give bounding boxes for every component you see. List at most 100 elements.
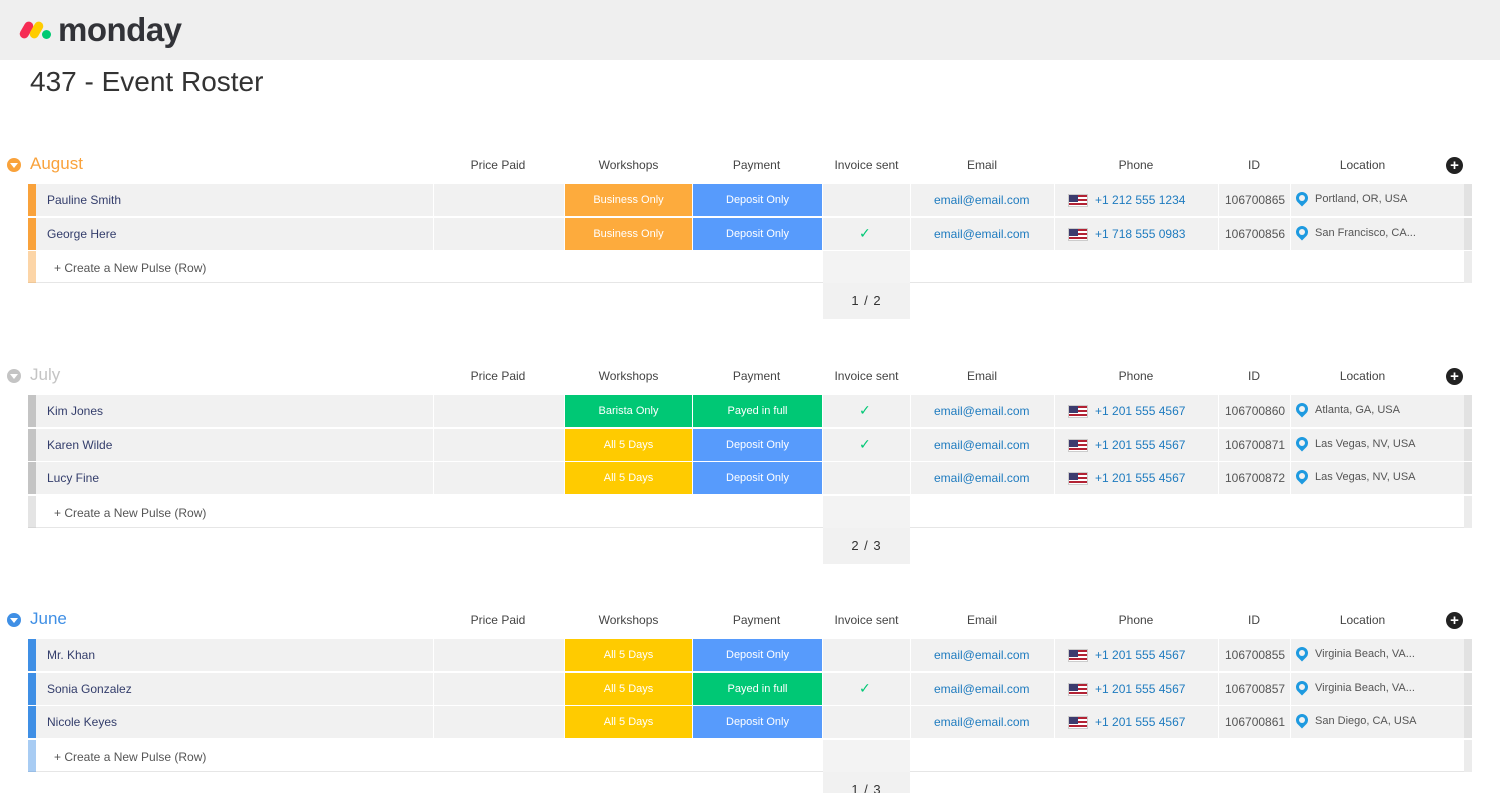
row-name[interactable]: Kim Jones <box>47 404 104 418</box>
location-text[interactable]: Atlanta, GA, USA <box>1315 404 1400 416</box>
chevron-down-icon[interactable] <box>7 158 21 172</box>
table-row[interactable]: Sonia Gonzalez All 5 Days Payed in full ✓ em… <box>28 672 1472 705</box>
table-row[interactable]: Pauline Smith Business Only Deposit Only em… <box>28 184 1472 216</box>
row-name[interactable]: Lucy Fine <box>47 471 100 485</box>
location-text[interactable]: Virginia Beach, VA... <box>1315 648 1415 660</box>
workshop-status[interactable]: All 5 Days <box>565 672 692 705</box>
column-header-phone[interactable]: Phone <box>1118 158 1154 172</box>
create-new-pulse-row[interactable]: + Create a New Pulse (Row) <box>28 495 1472 528</box>
phone-link[interactable]: +1 201 555 4567 <box>1095 681 1186 696</box>
payment-status[interactable]: Deposit Only <box>693 462 822 494</box>
location-text[interactable]: Portland, OR, USA <box>1315 193 1408 205</box>
email-link[interactable]: email@email.com <box>934 404 1030 418</box>
add-column-icon[interactable]: + <box>1446 157 1463 174</box>
workshop-status[interactable]: All 5 Days <box>565 428 692 461</box>
location-text[interactable]: Las Vegas, NV, USA <box>1315 437 1416 450</box>
column-header-payment[interactable]: Payment <box>732 613 781 627</box>
check-icon[interactable]: ✓ <box>859 435 871 452</box>
group-title[interactable]: August <box>30 154 83 173</box>
column-header-location[interactable]: Location <box>1339 613 1386 627</box>
table-row[interactable]: Kim Jones Barista Only Payed in full ✓ email… <box>28 395 1472 427</box>
create-new-pulse-label[interactable]: + Create a New Pulse (Row) <box>54 749 207 764</box>
payment-status[interactable]: Payed in full <box>693 395 822 427</box>
location-text[interactable]: San Francisco, CA... <box>1315 226 1416 239</box>
row-name[interactable]: Karen Wilde <box>47 437 113 452</box>
column-header-email[interactable]: Email <box>966 613 997 627</box>
workshop-status[interactable]: Business Only <box>565 184 692 216</box>
column-header-workshops[interactable]: Workshops <box>598 613 659 627</box>
row-name[interactable]: Nicole Keyes <box>47 715 118 729</box>
create-new-pulse-row[interactable]: + Create a New Pulse (Row) <box>28 251 1472 283</box>
column-header-phone[interactable]: Phone <box>1118 613 1154 627</box>
add-column-icon[interactable]: + <box>1446 368 1463 385</box>
payment-status[interactable]: Deposit Only <box>693 428 822 461</box>
workshop-status[interactable]: All 5 Days <box>565 706 692 738</box>
column-header-payment[interactable]: Payment <box>732 158 781 172</box>
phone-link[interactable]: +1 201 555 4567 <box>1095 404 1186 418</box>
row-name[interactable]: George Here <box>47 226 117 241</box>
email-link[interactable]: email@email.com <box>934 471 1030 485</box>
row-name[interactable]: Pauline Smith <box>47 193 122 207</box>
column-header-invoice-sent[interactable]: Invoice sent <box>834 613 899 627</box>
column-header-location[interactable]: Location <box>1339 369 1386 383</box>
create-new-pulse-label[interactable]: + Create a New Pulse (Row) <box>54 505 207 520</box>
email-link[interactable]: email@email.com <box>934 681 1030 696</box>
email-link[interactable]: email@email.com <box>934 193 1030 207</box>
create-new-pulse-label[interactable]: + Create a New Pulse (Row) <box>54 261 207 275</box>
column-header-id[interactable]: ID <box>1248 613 1260 627</box>
column-header-id[interactable]: ID <box>1248 369 1260 383</box>
table-row[interactable]: Karen Wilde All 5 Days Deposit Only ✓ email@… <box>28 428 1472 461</box>
payment-status[interactable]: Deposit Only <box>693 217 822 250</box>
column-header-payment[interactable]: Payment <box>732 369 781 383</box>
email-link[interactable]: email@email.com <box>934 648 1030 662</box>
email-link[interactable]: email@email.com <box>934 715 1030 729</box>
chevron-down-icon[interactable] <box>7 613 21 627</box>
column-header-phone[interactable]: Phone <box>1118 369 1154 383</box>
payment-status[interactable]: Deposit Only <box>693 184 822 216</box>
phone-link[interactable]: +1 718 555 0983 <box>1095 226 1186 241</box>
chevron-down-icon[interactable] <box>7 369 21 383</box>
column-header-price-paid[interactable]: Price Paid <box>470 158 526 172</box>
phone-link[interactable]: +1 212 555 1234 <box>1095 193 1186 207</box>
column-header-workshops[interactable]: Workshops <box>598 369 659 383</box>
workshop-status[interactable]: All 5 Days <box>565 639 692 671</box>
table-row[interactable]: Mr. Khan All 5 Days Deposit Only email@emai… <box>28 639 1472 671</box>
column-header-invoice-sent[interactable]: Invoice sent <box>834 369 899 383</box>
table-row[interactable]: Nicole Keyes All 5 Days Deposit Only email@… <box>28 706 1472 738</box>
check-icon[interactable]: ✓ <box>859 679 871 696</box>
column-header-price-paid[interactable]: Price Paid <box>470 369 526 383</box>
email-link[interactable]: email@email.com <box>934 437 1030 452</box>
table-row[interactable]: George Here Business Only Deposit Only ✓ ema… <box>28 217 1472 250</box>
column-header-invoice-sent[interactable]: Invoice sent <box>834 158 899 172</box>
workshop-status[interactable]: Barista Only <box>565 395 692 427</box>
column-header-email[interactable]: Email <box>966 369 997 383</box>
phone-link[interactable]: +1 201 555 4567 <box>1095 437 1186 452</box>
location-text[interactable]: San Diego, CA, USA <box>1315 715 1417 727</box>
column-header-id[interactable]: ID <box>1248 158 1260 172</box>
board-title[interactable]: 437 - Event Roster <box>30 66 264 97</box>
workshop-status[interactable]: All 5 Days <box>565 462 692 494</box>
column-header-location[interactable]: Location <box>1339 158 1386 172</box>
column-header-workshops[interactable]: Workshops <box>598 158 659 172</box>
location-text[interactable]: Las Vegas, NV, USA <box>1315 471 1416 483</box>
phone-link[interactable]: +1 201 555 4567 <box>1095 648 1186 662</box>
table-row[interactable]: Lucy Fine All 5 Days Deposit Only email@ema… <box>28 462 1472 494</box>
payment-status[interactable]: Deposit Only <box>693 639 822 671</box>
location-text[interactable]: Virginia Beach, VA... <box>1315 681 1415 694</box>
check-icon[interactable]: ✓ <box>859 402 871 418</box>
column-header-email[interactable]: Email <box>966 158 997 172</box>
workshop-status[interactable]: Business Only <box>565 217 692 250</box>
group-title[interactable]: July <box>30 365 61 384</box>
row-name[interactable]: Sonia Gonzalez <box>47 681 132 696</box>
check-icon[interactable]: ✓ <box>859 224 871 241</box>
email-link[interactable]: email@email.com <box>934 226 1030 241</box>
add-column-icon[interactable]: + <box>1446 612 1463 629</box>
payment-status[interactable]: Payed in full <box>693 672 822 705</box>
group-title[interactable]: June <box>30 609 67 628</box>
create-new-pulse-row[interactable]: + Create a New Pulse (Row) <box>28 739 1472 772</box>
phone-link[interactable]: +1 201 555 4567 <box>1095 471 1186 485</box>
monday-logo[interactable]: monday <box>18 11 182 48</box>
row-name[interactable]: Mr. Khan <box>47 648 96 662</box>
column-header-price-paid[interactable]: Price Paid <box>470 613 526 627</box>
phone-link[interactable]: +1 201 555 4567 <box>1095 715 1186 729</box>
